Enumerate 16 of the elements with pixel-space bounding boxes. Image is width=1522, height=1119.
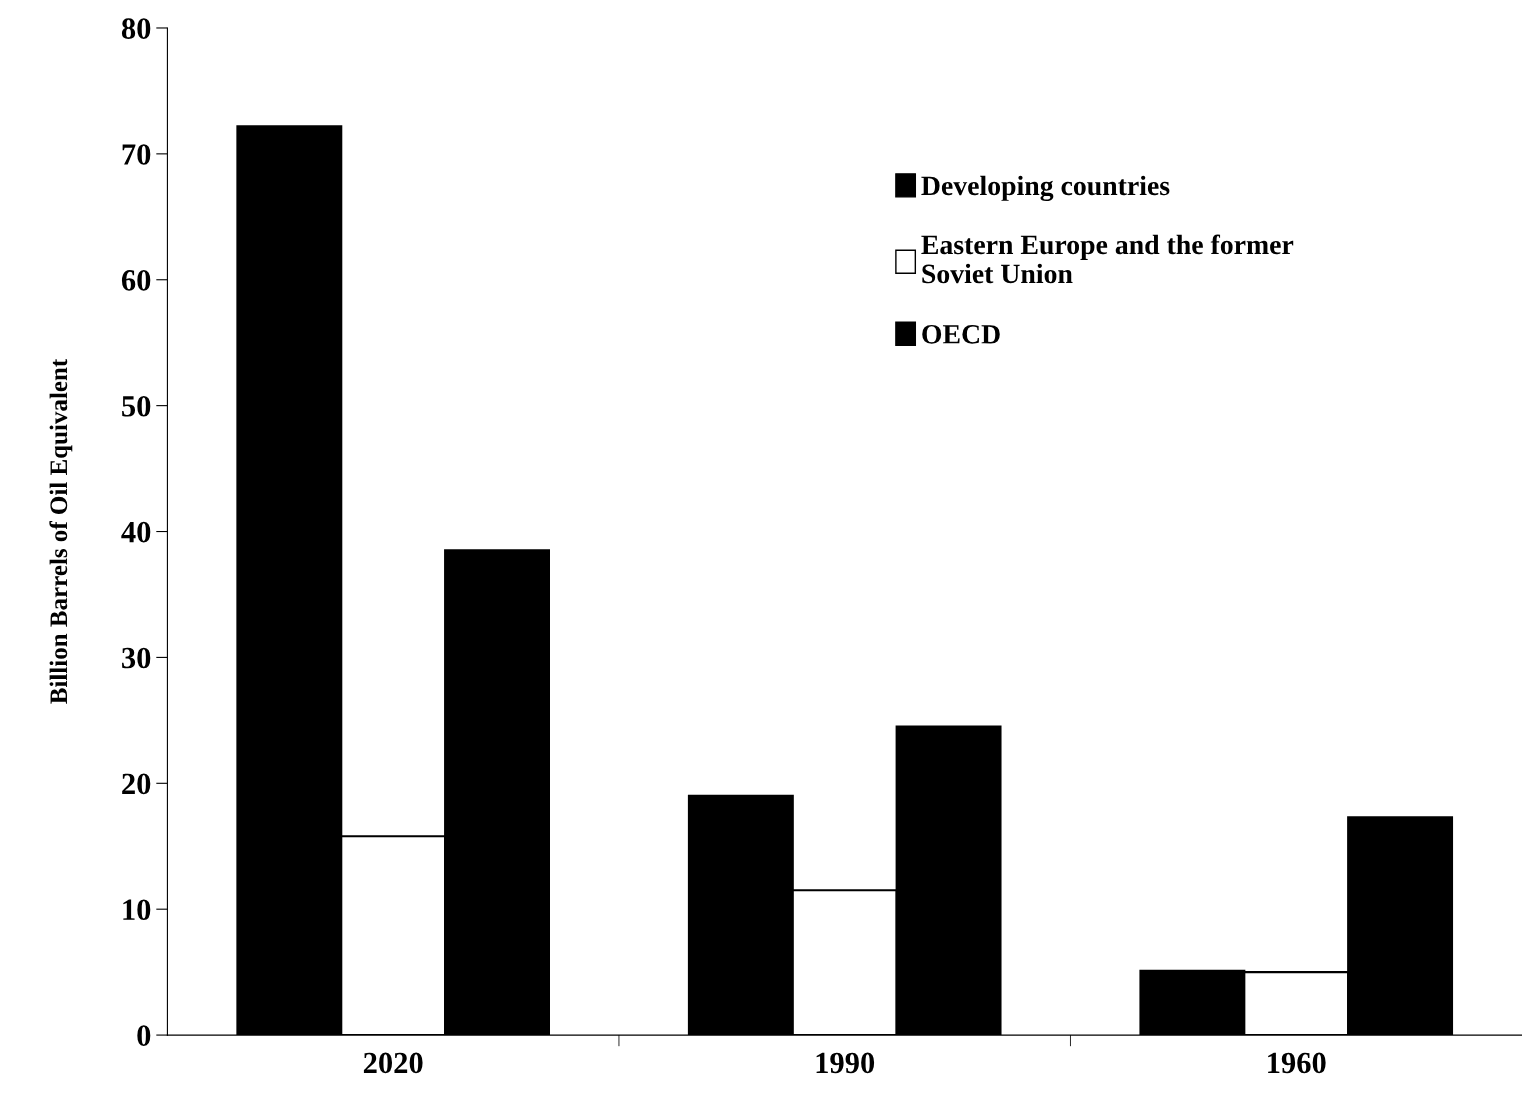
y-tick-label: 10 [123,899,151,921]
y-axis-title: Billion Barrels of Oil Equivalent [49,358,73,704]
y-tick-label: 0 [137,1025,151,1046]
y-tick-label: 30 [122,647,151,669]
y-tick-label: 40 [121,521,151,543]
legend-label: OECD [922,324,1000,344]
y-tick-label: 20 [122,773,151,795]
x-tick-label: 1960 [1268,1052,1326,1074]
x-tick-label: 1990 [816,1052,875,1074]
y-tick-label: 60 [121,270,151,291]
x-tick-label: 2020 [363,1052,423,1074]
y-tick-label: 80 [121,18,151,39]
legend-label: Developing countries [921,175,1170,202]
y-tick-label: 70 [122,144,151,165]
legend-label: Eastern Europe and the former Soviet Union [921,234,1294,284]
y-tick-label: 50 [122,395,151,417]
